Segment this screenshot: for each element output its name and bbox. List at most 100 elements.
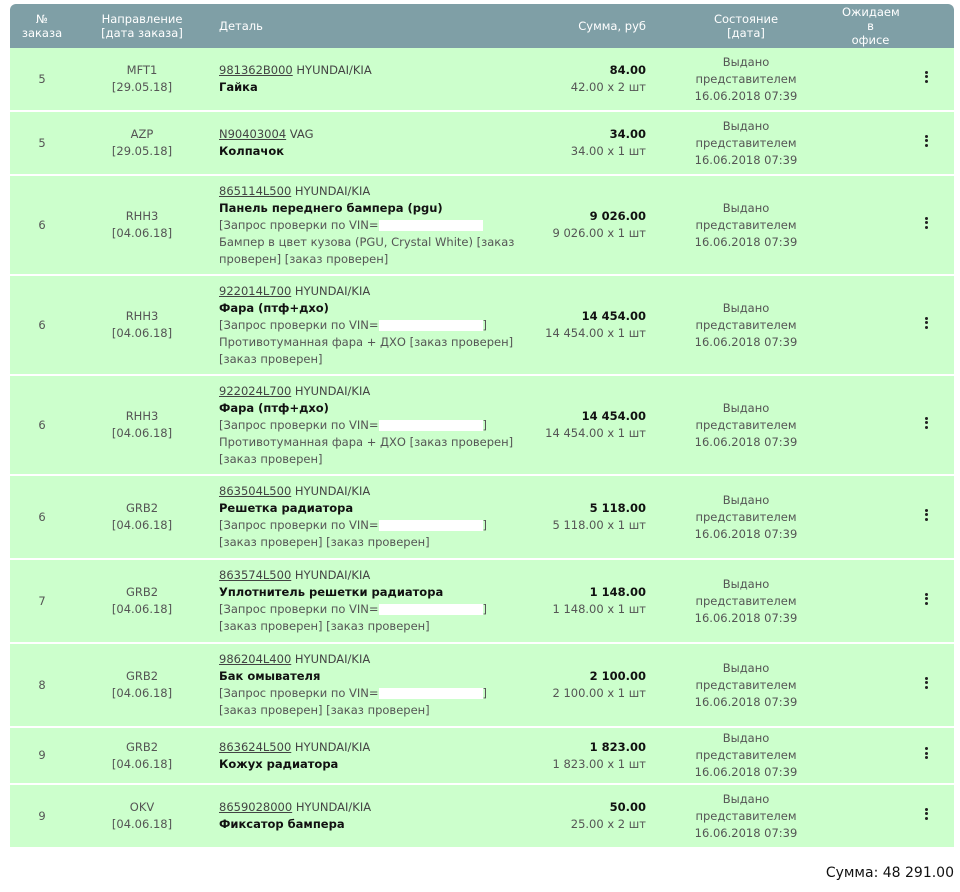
order-number: 9 [38, 748, 46, 762]
kebab-menu-icon[interactable] [925, 133, 929, 148]
direction-code: RHH3 [125, 409, 159, 423]
total-sum: Сумма: 48 291.00 [825, 865, 954, 881]
order-number: 9 [38, 808, 46, 823]
direction-code: GRB2 [125, 739, 159, 754]
kebab-menu-icon[interactable] [925, 215, 929, 230]
col-header-awaiting: Ожидаем в офисе [842, 5, 900, 47]
unit-price-qty: 1 823.00 x 1 шт [552, 756, 646, 771]
part-brand: HYUNDAI/KIA [291, 652, 371, 666]
part-note: [Запрос проверки по VIN=] [заказ провере… [219, 686, 488, 717]
part-cell: 863504L500 HYUNDAI/KIA Решетка радиатора… [210, 483, 522, 551]
part-brand: HYUNDAI/KIA [291, 568, 371, 582]
sum-cell: 9 026.00 9 026.00 x 1 шт [522, 208, 650, 242]
vin-redacted [378, 604, 483, 615]
direction-cell: GRB2 [04.06.18] [74, 584, 210, 618]
direction-cell: GRB2 [04.06.18] [74, 739, 210, 773]
sum-cell: 14 454.00 14 454.00 x 1 шт [522, 408, 650, 442]
part-number-link[interactable]: 863574L500 [219, 568, 292, 582]
part-brand: HYUNDAI/KIA [291, 283, 371, 298]
table-header: № заказа Направление [дата заказа] Детал… [10, 4, 954, 48]
part-brand: HYUNDAI/KIA [291, 183, 371, 198]
status-cell: Выдано представителем 16.06.2018 07:39 [694, 576, 798, 625]
vin-redacted [378, 688, 483, 699]
col-header-sum: Сумма, руб [578, 19, 646, 33]
unit-price-qty: 1 148.00 x 1 шт [552, 602, 646, 616]
direction-cell: AZP [29.05.18] [74, 126, 210, 160]
part-number-link[interactable]: N90403004 [219, 127, 287, 141]
order-number: 6 [38, 217, 46, 232]
order-date: [29.05.18] [111, 144, 173, 158]
table-row: 6 RHH3 [04.06.18] 922024L700 HYUNDAI/KIA… [10, 376, 954, 476]
direction-code: GRB2 [125, 669, 159, 683]
kebab-menu-icon[interactable] [925, 675, 929, 690]
part-name: Бак омывателя [219, 669, 321, 683]
part-number-link[interactable]: 863624L500 [219, 739, 292, 754]
unit-price-qty: 9 026.00 x 1 шт [552, 226, 646, 240]
part-cell: 986204L400 HYUNDAI/KIA Бак омывателя [За… [210, 651, 522, 719]
unit-price-qty: 42.00 x 2 шт [570, 80, 646, 94]
order-number: 6 [38, 317, 46, 332]
table-row: 6 RHH3 [04.06.18] 922014L700 HYUNDAI/KIA… [10, 276, 954, 376]
line-sum: 5 118.00 [589, 501, 646, 515]
order-date: [04.06.18] [111, 518, 173, 532]
table-row: 7 GRB2 [04.06.18] 863574L500 HYUNDAI/KIA… [10, 560, 954, 644]
col-header-state: Состояние [дата] [713, 12, 779, 40]
part-number-link[interactable]: 863504L500 [219, 484, 292, 498]
part-note: [Запрос проверки по VIN= Бампер в цвет к… [219, 217, 515, 266]
part-number-link[interactable]: 922024L700 [219, 383, 292, 398]
part-note: [Запрос проверки по VIN=] [заказ провере… [219, 518, 488, 549]
line-sum: 34.00 [609, 127, 646, 141]
order-number: 6 [38, 509, 46, 524]
vin-redacted [378, 319, 483, 331]
order-date: [04.06.18] [111, 226, 173, 240]
kebab-menu-icon[interactable] [925, 591, 929, 606]
part-name: Фара (птф+дхо) [219, 400, 329, 415]
part-number-link[interactable]: 922014L700 [219, 283, 292, 298]
part-name: Кожух радиатора [219, 756, 339, 771]
direction-code: GRB2 [125, 585, 159, 599]
part-name: Панель переднего бампера (pgu) [219, 200, 443, 215]
kebab-menu-icon[interactable] [925, 69, 929, 84]
direction-code: RHH3 [125, 309, 159, 323]
table-row: 9 GRB2 [04.06.18] 863624L500 HYUNDAI/KIA… [10, 728, 954, 785]
status-cell: Выдано представителем 16.06.2018 07:39 [694, 731, 798, 779]
order-date: [04.06.18] [111, 602, 173, 616]
table-row: 6 GRB2 [04.06.18] 863504L500 HYUNDAI/KIA… [10, 476, 954, 560]
direction-code: MFT1 [126, 63, 158, 77]
line-sum: 50.00 [609, 800, 646, 814]
unit-price-qty: 25.00 x 2 шт [570, 817, 646, 831]
part-number-link[interactable]: 8659028000 [219, 800, 293, 814]
orders-table: № заказа Направление [дата заказа] Детал… [10, 4, 954, 849]
unit-price-qty: 2 100.00 x 1 шт [552, 686, 646, 700]
sum-cell: 5 118.00 5 118.00 x 1 шт [522, 500, 650, 534]
kebab-menu-icon[interactable] [925, 315, 929, 330]
direction-cell: GRB2 [04.06.18] [74, 500, 210, 534]
part-number-link[interactable]: 981362B000 [219, 63, 293, 77]
status-cell: Выдано представителем 16.06.2018 07:39 [694, 300, 798, 349]
vin-redacted [378, 219, 483, 231]
order-date: [29.05.18] [111, 80, 173, 94]
kebab-menu-icon[interactable] [925, 746, 929, 761]
col-header-part: Деталь [219, 19, 263, 33]
part-note: [Запрос проверки по VIN=] Противотуманна… [219, 417, 514, 466]
line-sum: 9 026.00 [589, 209, 646, 223]
part-brand: HYUNDAI/KIA [291, 383, 371, 398]
part-cell: 922024L700 HYUNDAI/KIA Фара (птф+дхо) [З… [210, 383, 522, 468]
part-cell: 981362B000 HYUNDAI/KIA Гайка [210, 62, 522, 96]
part-name: Гайка [219, 80, 258, 94]
line-sum: 14 454.00 [581, 309, 646, 323]
part-number-link[interactable]: 986204L400 [219, 652, 292, 666]
kebab-menu-icon[interactable] [925, 415, 929, 430]
direction-code: OKV [129, 800, 155, 814]
part-number-link[interactable]: 865114L500 [219, 183, 292, 198]
direction-cell: GRB2 [04.06.18] [74, 668, 210, 702]
kebab-menu-icon[interactable] [925, 507, 929, 522]
direction-code: GRB2 [125, 501, 159, 515]
order-date: [04.06.18] [111, 756, 173, 771]
table-row: 6 RHH3 [04.06.18] 865114L500 HYUNDAI/KIA… [10, 176, 954, 276]
table-row: 5 AZP [29.05.18] N90403004 VAG Колпачок … [10, 112, 954, 176]
kebab-menu-icon[interactable] [925, 806, 929, 821]
order-number: 5 [38, 71, 46, 86]
order-date: [04.06.18] [111, 326, 173, 340]
direction-code: RHH3 [125, 209, 159, 223]
